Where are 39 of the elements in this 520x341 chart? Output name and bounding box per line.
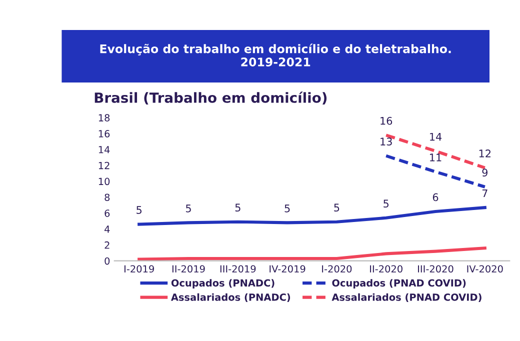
legend-label: Ocupados (PNADC) [171,279,274,288]
data-label: 16 [380,116,392,125]
data-label: 5 [136,206,142,214]
x-tick-label: II-2020 [370,265,402,273]
legend-label: Ocupados (PNAD COVID) [332,279,466,288]
legend-label: Assalariados (PNAD COVID) [332,293,482,302]
data-label: 5 [334,204,340,212]
y-tick-label: 16 [98,130,110,138]
chart-subtitle: Brasil (Trabalho em domicílio) [94,92,327,105]
x-tick-label: IV-2020 [467,265,503,273]
chart-title: Evolução do trabalho em domicílio e do teletrabalho. 2019-2021 [100,44,451,66]
y-tick-label: 12 [98,162,110,170]
y-tick-label: 10 [98,178,110,186]
data-label: 13 [380,138,392,146]
y-tick-label: 0 [104,257,110,265]
x-tick-label: III-2019 [220,265,256,273]
x-tick-label: II-2019 [172,265,205,273]
y-tick-label: 4 [104,226,110,233]
data-label: 5 [284,204,290,212]
y-tick-label: 6 [104,210,110,217]
x-tick-label: III-2020 [418,265,454,273]
y-tick-label: 18 [98,114,110,122]
data-label: 5 [384,200,389,208]
data-label: 5 [186,204,191,212]
data-label: 5 [235,204,240,212]
line-series [138,246,486,261]
x-tick-label: IV-2019 [270,265,306,273]
y-tick-label: 2 [104,241,110,249]
legend-label: Assalariados (PNADC) [170,293,290,302]
data-label: 12 [479,150,490,158]
data-label: 6 [432,193,438,202]
data-label: 7 [482,189,488,198]
y-tick-label: 8 [104,194,110,202]
data-label: 9 [482,168,488,177]
data-label: 11 [430,154,442,162]
x-tick-label: I-2019 [124,265,154,273]
x-tick-label: I-2020 [322,265,352,273]
data-label: 14 [430,132,442,141]
y-tick-label: 14 [98,146,110,154]
